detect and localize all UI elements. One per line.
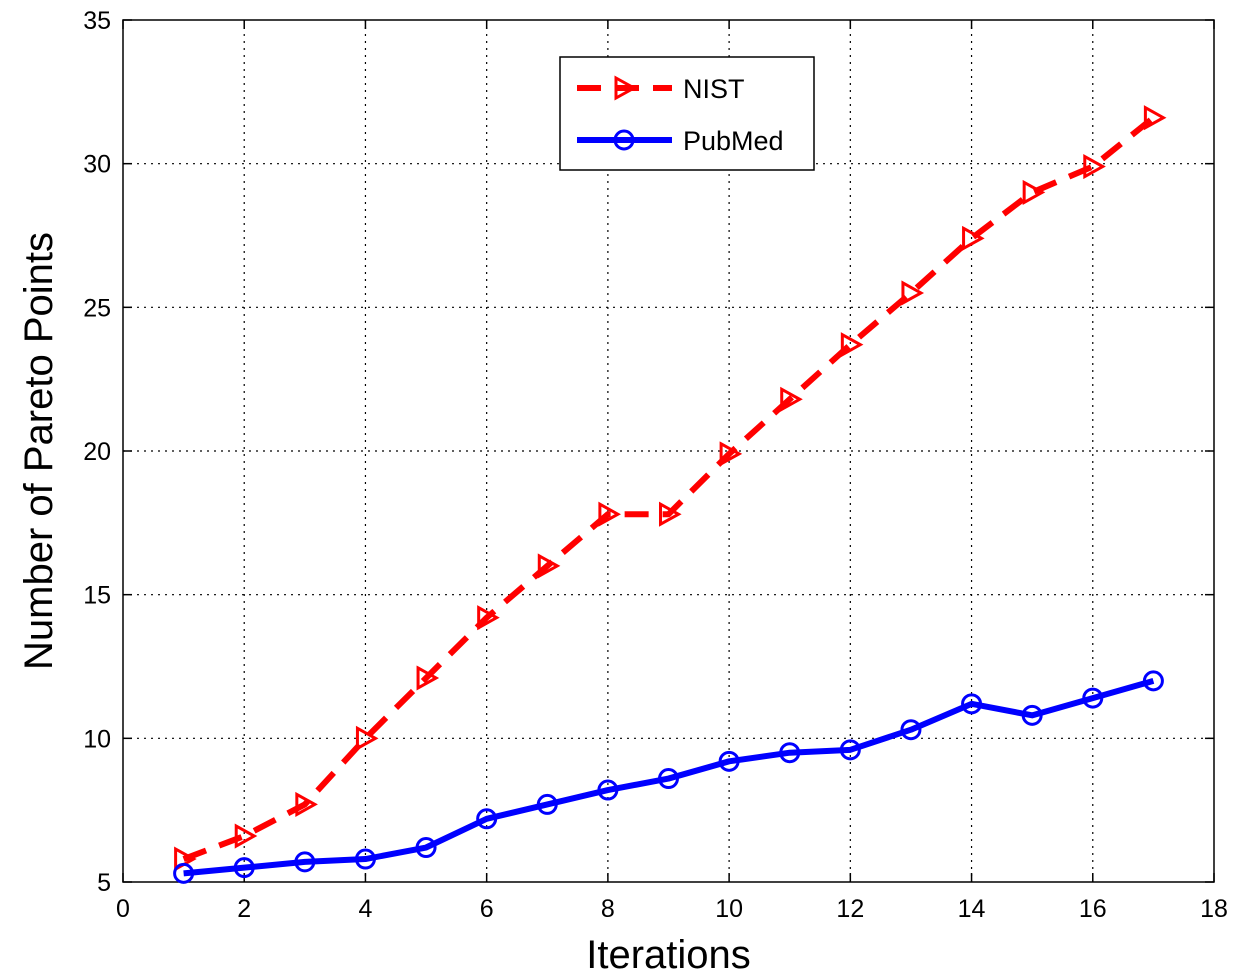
series-line-nist	[182, 115, 1156, 862]
data-point-nist	[477, 605, 500, 631]
legend-label-pubmed: PubMed	[683, 126, 784, 156]
legend: NIST PubMed	[559, 56, 815, 171]
x-axis-title: Iterations	[586, 933, 751, 977]
data-point-nist	[295, 791, 318, 817]
x-tick-label: 8	[601, 895, 615, 923]
data-point-nist	[234, 823, 258, 849]
data-point-pubmed	[354, 848, 376, 870]
y-tick-label: 30	[83, 151, 111, 179]
series-pubmed	[173, 670, 1164, 884]
legend-marker-nist	[614, 75, 638, 101]
y-tick-label: 25	[83, 294, 111, 322]
legend-box	[559, 56, 815, 171]
x-tick-label: 4	[358, 895, 372, 923]
x-tick-label: 12	[836, 895, 864, 923]
data-point-pubmed	[597, 779, 619, 801]
data-point-nist	[962, 225, 985, 251]
y-tick-label: 5	[97, 869, 111, 897]
x-tick-label: 18	[1200, 895, 1228, 923]
data-point-pubmed	[536, 793, 558, 815]
data-point-pubmed	[658, 768, 679, 790]
legend-label-nist: NIST	[683, 74, 745, 104]
legend-marker-pubmed	[613, 129, 635, 151]
data-point-pubmed	[779, 742, 801, 764]
series-nist	[174, 105, 1167, 872]
data-point-nist	[598, 501, 621, 527]
x-tick-label: 14	[958, 895, 986, 923]
data-point-nist	[355, 725, 379, 751]
data-point-nist	[901, 280, 925, 306]
data-point-nist	[416, 665, 440, 691]
data-point-pubmed	[718, 750, 740, 772]
data-point-nist	[1143, 105, 1167, 131]
data-point-nist	[659, 501, 682, 527]
data-point-pubmed	[1021, 704, 1043, 726]
data-point-pubmed	[173, 862, 195, 884]
x-tick-label: 10	[715, 895, 743, 923]
y-tick-label: 35	[83, 7, 111, 35]
x-tick-label: 16	[1079, 895, 1107, 923]
series-layer	[173, 105, 1167, 884]
data-point-nist	[840, 332, 864, 358]
y-tick-label: 10	[83, 725, 111, 753]
legend-entry-nist: NIST	[577, 74, 745, 104]
axis-ticks: 0 2 4 6 8 10 12 14 16 18 5 10 15 20 25 30 35	[83, 7, 1228, 923]
series-line-pubmed	[183, 677, 1155, 877]
data-point-nist	[537, 553, 561, 579]
data-point-pubmed	[961, 693, 983, 715]
data-point-pubmed	[1082, 687, 1104, 709]
data-point-pubmed	[415, 837, 437, 859]
y-tick-label: 15	[83, 582, 111, 610]
data-point-nist	[1083, 153, 1106, 180]
x-tick-label: 6	[480, 895, 494, 923]
data-point-pubmed	[476, 808, 498, 830]
data-point-pubmed	[900, 719, 922, 741]
x-tick-label: 2	[237, 895, 251, 923]
legend-entry-pubmed: PubMed	[577, 126, 784, 156]
data-point-pubmed	[294, 851, 316, 873]
data-point-pubmed	[1142, 670, 1164, 692]
data-point-pubmed	[233, 857, 255, 879]
data-point-nist	[1022, 179, 1046, 205]
y-tick-label: 20	[83, 438, 111, 466]
data-point-nist	[780, 386, 803, 412]
y-axis-title: Number of Pareto Points	[17, 232, 61, 670]
data-point-nist	[719, 441, 743, 467]
x-tick-label: 0	[116, 895, 130, 923]
data-point-pubmed	[839, 739, 861, 761]
